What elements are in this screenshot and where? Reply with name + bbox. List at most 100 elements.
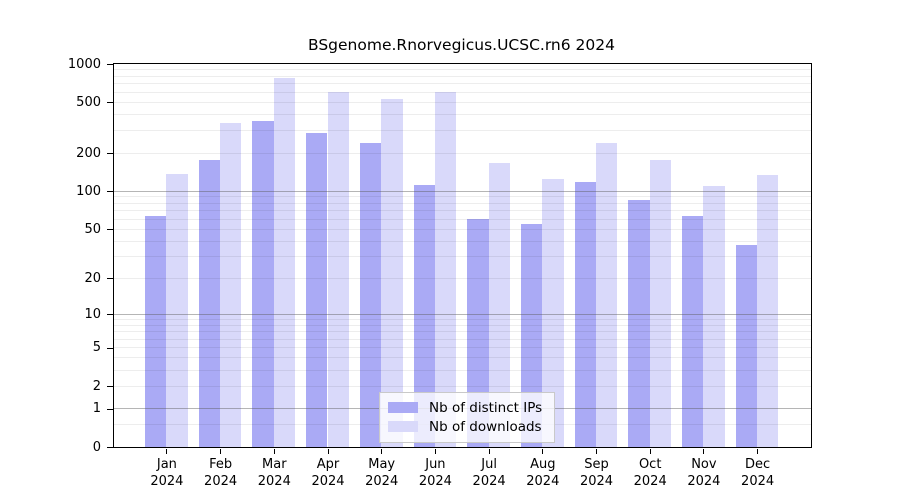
x-tick-label: Aug 2024 bbox=[515, 457, 571, 490]
y-tick-mark bbox=[107, 64, 113, 65]
bar bbox=[306, 133, 328, 447]
x-tick-month: May bbox=[368, 457, 396, 472]
x-tick-year: 2024 bbox=[741, 473, 775, 489]
y-tick-label: 5 bbox=[92, 340, 101, 356]
bar bbox=[252, 120, 274, 447]
legend: Nb of distinct IPs Nb of downloads bbox=[379, 392, 556, 443]
y-tick-mark bbox=[107, 229, 113, 231]
bar bbox=[757, 175, 779, 447]
y-tick-mark bbox=[107, 191, 113, 193]
x-tick-mark bbox=[596, 449, 597, 454]
x-tick-month: Mar bbox=[262, 457, 287, 472]
x-tick-month: Jan bbox=[156, 457, 177, 472]
x-tick-month: Sep bbox=[584, 457, 609, 472]
bar bbox=[145, 215, 167, 447]
plot-area: Nb of distinct IPs Nb of downloads bbox=[113, 63, 812, 448]
y-tick-mark bbox=[107, 314, 113, 316]
x-tick-label: Feb 2024 bbox=[193, 457, 249, 490]
x-axis: Jan 2024 Feb 2024 Mar 2024 Apr 2024 May 2024 Jun 20… bbox=[113, 449, 813, 497]
x-tick-label: Jan 2024 bbox=[139, 457, 195, 490]
x-tick-year: 2024 bbox=[204, 473, 238, 489]
x-tick-label: Jul 2024 bbox=[461, 457, 517, 490]
x-tick-month: Oct bbox=[638, 457, 662, 472]
bars-layer bbox=[114, 64, 811, 447]
bar bbox=[628, 200, 650, 447]
x-tick-label: Nov 2024 bbox=[676, 457, 732, 490]
x-tick-mark bbox=[220, 449, 222, 454]
x-tick-mark bbox=[166, 449, 168, 454]
x-tick-mark bbox=[757, 449, 759, 454]
bar bbox=[542, 178, 564, 447]
bar bbox=[166, 173, 188, 447]
x-tick-month: Jul bbox=[481, 457, 497, 472]
x-tick-year: 2024 bbox=[472, 473, 506, 489]
x-tick-mark bbox=[649, 449, 651, 454]
legend-swatch-distinct-ips bbox=[388, 402, 418, 413]
y-axis: 0 1 2 5 10 20 50 100 200 500 1000 bbox=[0, 57, 113, 455]
x-tick-month: Aug bbox=[530, 457, 556, 472]
legend-swatch-downloads bbox=[388, 421, 418, 432]
bar bbox=[596, 143, 618, 447]
y-tick-mark bbox=[107, 153, 113, 154]
x-tick-mark bbox=[273, 449, 275, 454]
y-tick-label: 2 bbox=[92, 378, 101, 394]
y-tick-label: 0 bbox=[92, 439, 101, 455]
bar bbox=[735, 245, 758, 447]
bar bbox=[574, 182, 596, 447]
x-tick-mark bbox=[488, 449, 490, 454]
x-tick-label: Apr 2024 bbox=[300, 457, 356, 490]
x-tick-mark bbox=[327, 449, 329, 454]
y-tick-mark bbox=[107, 102, 113, 104]
bar bbox=[649, 160, 672, 447]
y-tick-mark bbox=[107, 278, 113, 280]
chart-title: BSgenome.Rnorvegicus.UCSC.rn6 2024 bbox=[307, 36, 615, 54]
x-tick-label: Mar 2024 bbox=[246, 457, 302, 490]
x-tick-year: 2024 bbox=[633, 473, 667, 489]
x-tick-label: Jun 2024 bbox=[407, 457, 463, 490]
bar bbox=[434, 92, 457, 447]
x-tick-year: 2024 bbox=[579, 473, 614, 489]
x-tick-label: Dec 2024 bbox=[730, 457, 786, 490]
x-tick-month: Apr bbox=[316, 457, 340, 472]
legend-label-downloads: Nb of downloads bbox=[429, 418, 542, 435]
y-tick-label: 500 bbox=[76, 94, 101, 110]
bar bbox=[520, 223, 543, 447]
x-tick-year: 2024 bbox=[311, 473, 345, 489]
legend-label-distinct-ips: Nb of distinct IPs bbox=[429, 399, 543, 416]
bar bbox=[220, 122, 242, 447]
x-tick-month: Nov bbox=[691, 457, 717, 472]
y-tick-label: 20 bbox=[84, 270, 101, 286]
x-tick-year: 2024 bbox=[687, 473, 721, 489]
x-tick-label: May 2024 bbox=[354, 457, 410, 490]
bar bbox=[327, 92, 349, 447]
x-tick-year: 2024 bbox=[365, 473, 399, 489]
bar bbox=[703, 185, 725, 447]
legend-item-downloads: Nb of downloads bbox=[388, 417, 542, 436]
bar bbox=[682, 216, 704, 447]
bar bbox=[381, 99, 403, 447]
y-tick-mark bbox=[107, 408, 113, 410]
y-tick-label: 10 bbox=[84, 306, 101, 322]
x-tick-year: 2024 bbox=[257, 473, 291, 489]
y-tick-mark bbox=[107, 386, 113, 388]
y-tick-mark bbox=[107, 447, 113, 448]
y-tick-label: 50 bbox=[84, 221, 101, 237]
x-tick-month: Feb bbox=[209, 457, 233, 472]
y-tick-label: 1000 bbox=[67, 56, 101, 72]
bar bbox=[467, 219, 489, 447]
x-tick-year: 2024 bbox=[418, 473, 452, 489]
y-tick-label: 100 bbox=[76, 183, 101, 199]
legend-item-distinct-ips: Nb of distinct IPs bbox=[388, 398, 542, 417]
y-tick-label: 1 bbox=[92, 401, 101, 417]
bar bbox=[413, 184, 435, 447]
x-tick-year: 2024 bbox=[526, 473, 560, 489]
x-tick-year: 2024 bbox=[150, 473, 184, 489]
x-tick-mark bbox=[542, 449, 544, 454]
y-tick-mark bbox=[107, 347, 113, 349]
x-tick-mark bbox=[434, 449, 436, 454]
x-tick-mark bbox=[381, 449, 383, 454]
bar bbox=[488, 162, 510, 447]
x-tick-month: Dec bbox=[745, 457, 771, 472]
x-tick-label: Sep 2024 bbox=[569, 457, 625, 490]
